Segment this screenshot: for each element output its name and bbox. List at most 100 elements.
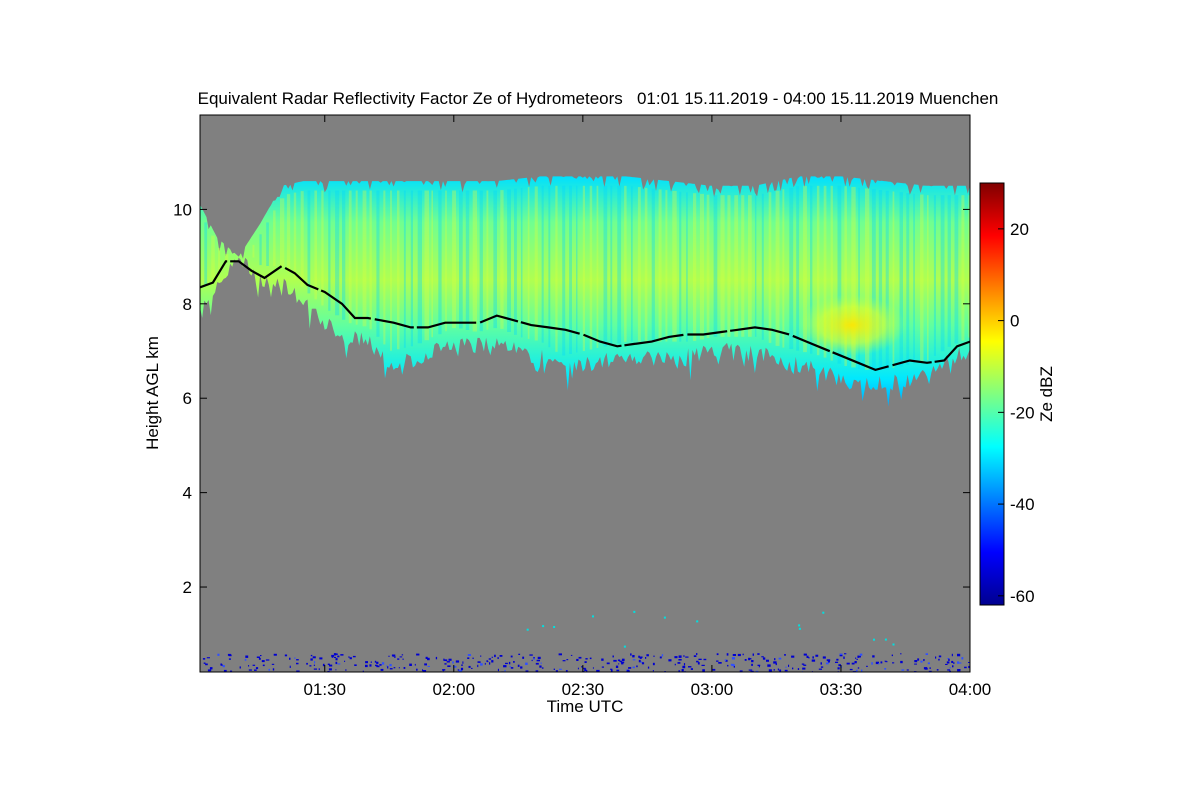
clutter-pixel xyxy=(386,665,388,667)
fall-streak xyxy=(328,190,331,311)
fall-streak xyxy=(844,186,847,366)
clutter-pixel xyxy=(702,669,705,672)
clutter-pixel xyxy=(927,662,930,665)
clutter-pixel xyxy=(380,668,384,671)
clutter-pixel xyxy=(510,667,514,669)
fall-streak xyxy=(686,192,688,342)
clutter-pixel xyxy=(480,655,482,657)
clutter-pixel xyxy=(803,664,807,666)
clutter-pixel xyxy=(447,665,451,667)
fall-streak xyxy=(472,190,477,332)
clutter-pixel xyxy=(716,660,719,662)
clutter-pixel xyxy=(393,667,396,669)
clutter-pixel xyxy=(223,669,227,672)
clutter-pixel xyxy=(570,654,573,656)
clutter-pixel xyxy=(627,670,630,672)
clutter-pixel xyxy=(701,664,705,666)
clutter-pixel xyxy=(453,665,457,668)
clutter-pixel xyxy=(681,669,684,672)
clutter-pixel xyxy=(884,638,887,641)
clutter-pixel xyxy=(461,664,463,666)
x-tick-label: 03:00 xyxy=(691,680,734,699)
fall-streak xyxy=(431,190,433,338)
clutter-pixel xyxy=(784,654,786,656)
fall-streak xyxy=(617,185,622,344)
clutter-pixel xyxy=(854,661,857,664)
clutter-pixel xyxy=(477,661,481,663)
fall-streak xyxy=(734,195,739,337)
clutter-pixel xyxy=(536,659,540,662)
clutter-pixel xyxy=(472,657,474,659)
clutter-pixel xyxy=(752,653,754,656)
clutter-pixel xyxy=(222,665,225,668)
clutter-pixel xyxy=(737,653,741,657)
fall-streak xyxy=(362,190,367,327)
colorbar-label: Ze dBZ xyxy=(1037,366,1056,422)
clutter-pixel xyxy=(389,664,392,667)
clutter-pixel xyxy=(262,664,265,667)
fall-streak xyxy=(789,187,794,350)
clutter-pixel xyxy=(803,653,807,656)
clutter-pixel xyxy=(589,657,592,660)
y-axis-ticks: 2 4 6 8 10 xyxy=(173,200,970,597)
clutter-pixel xyxy=(767,664,771,667)
clutter-pixel xyxy=(509,666,511,668)
clutter-pixel xyxy=(849,668,853,671)
clutter-pixel xyxy=(742,653,744,656)
clutter-pixel xyxy=(369,664,372,667)
cloud-layer xyxy=(200,176,970,407)
clutter-pixel xyxy=(610,668,613,670)
clutter-pixel xyxy=(584,668,587,671)
clutter-pixel xyxy=(875,661,879,665)
fall-streaks xyxy=(204,185,970,370)
fall-streak xyxy=(871,189,876,370)
fall-streak xyxy=(383,190,386,345)
clutter-pixel xyxy=(739,670,743,672)
clutter-pixel xyxy=(409,663,412,666)
fall-streak xyxy=(699,193,704,340)
clutter-pixel xyxy=(948,658,950,661)
clutter-pixel xyxy=(480,663,483,666)
clutter-pixel xyxy=(313,664,315,666)
clutter-pixel xyxy=(779,669,782,672)
clutter-pixel xyxy=(698,658,702,660)
clutter-pixel xyxy=(630,653,632,656)
clutter-pixel xyxy=(203,662,206,664)
fall-streak xyxy=(816,185,820,356)
black-line-series xyxy=(200,260,970,372)
clutter-pixel xyxy=(596,669,600,672)
clutter-pixel xyxy=(808,657,810,659)
fall-streak xyxy=(403,190,406,348)
clutter-pixel xyxy=(289,657,291,660)
clutter-pixel xyxy=(328,668,332,671)
x-tick-label: 02:30 xyxy=(562,680,605,699)
fall-streak xyxy=(679,191,682,342)
clutter-pixel xyxy=(731,657,735,660)
clutter-pixel xyxy=(289,665,291,668)
fall-streak xyxy=(940,195,945,352)
clutter-pixel xyxy=(855,657,857,659)
fall-streak xyxy=(397,190,400,350)
clutter-pixel xyxy=(839,653,843,657)
clutter-pixel xyxy=(268,668,270,671)
fall-streak xyxy=(947,195,951,347)
colorbar-tick-label: -40 xyxy=(1010,495,1035,514)
clutter-pixel xyxy=(617,659,621,661)
clutter-pixel xyxy=(518,653,521,655)
clutter-pixel xyxy=(255,667,259,670)
fall-streak xyxy=(706,194,710,338)
x-axis-label: Time UTC xyxy=(547,697,624,716)
clutter-pixel xyxy=(559,668,562,670)
clutter-pixel xyxy=(294,657,296,659)
max-reflectivity-region xyxy=(797,294,906,356)
clutter-pixel xyxy=(513,661,515,663)
fall-streak xyxy=(252,244,255,258)
clutter-pixel xyxy=(778,657,782,660)
clutter-pixel xyxy=(951,660,954,663)
clutter-pixel xyxy=(329,664,333,667)
clutter-pixel xyxy=(401,654,404,656)
fall-streak xyxy=(865,188,870,370)
fall-streak xyxy=(837,185,842,364)
clutter-pixel xyxy=(254,669,257,671)
clutter-pixel xyxy=(725,659,728,662)
